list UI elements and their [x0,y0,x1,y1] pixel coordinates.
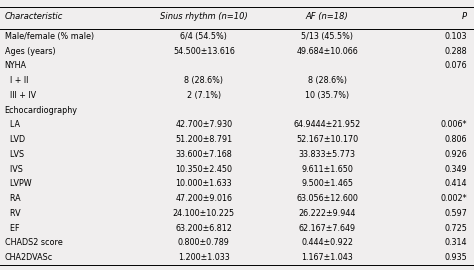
Text: 1.200±1.033: 1.200±1.033 [178,253,230,262]
Text: 33.600±7.168: 33.600±7.168 [175,150,232,159]
Text: 0.288: 0.288 [444,46,467,56]
Text: 5/13 (45.5%): 5/13 (45.5%) [301,32,353,41]
Text: 6/4 (54.5%): 6/4 (54.5%) [181,32,227,41]
Text: 0.806: 0.806 [445,135,467,144]
Text: LA: LA [5,120,20,129]
Text: Characteristic: Characteristic [5,12,63,21]
Text: 24.100±10.225: 24.100±10.225 [173,209,235,218]
Text: 62.167±7.649: 62.167±7.649 [299,224,356,233]
Text: LVPW: LVPW [5,180,31,188]
Text: LVS: LVS [5,150,24,159]
Text: 1.167±1.043: 1.167±1.043 [301,253,353,262]
Text: AF (n=18): AF (n=18) [306,12,348,21]
Text: I + II: I + II [5,76,28,85]
Text: 8 (28.6%): 8 (28.6%) [184,76,223,85]
Text: 8 (28.6%): 8 (28.6%) [308,76,346,85]
Text: 33.833±5.773: 33.833±5.773 [299,150,356,159]
Text: Male/female (% male): Male/female (% male) [5,32,94,41]
Text: 0.002*: 0.002* [440,194,467,203]
Text: 9.611±1.650: 9.611±1.650 [301,165,353,174]
Text: NYHA: NYHA [5,61,27,70]
Text: CHA2DVASc: CHA2DVASc [5,253,53,262]
Text: 0.444±0.922: 0.444±0.922 [301,238,353,248]
Text: 0.414: 0.414 [445,180,467,188]
Text: 52.167±10.170: 52.167±10.170 [296,135,358,144]
Text: 10.000±1.633: 10.000±1.633 [175,180,232,188]
Text: Echocardiography: Echocardiography [5,106,78,114]
Text: 64.9444±21.952: 64.9444±21.952 [293,120,361,129]
Text: 63.056±12.600: 63.056±12.600 [296,194,358,203]
Text: III + IV: III + IV [5,91,36,100]
Text: 42.700±7.930: 42.700±7.930 [175,120,232,129]
Text: 0.103: 0.103 [445,32,467,41]
Text: LVD: LVD [5,135,25,144]
Text: 54.500±13.616: 54.500±13.616 [173,46,235,56]
Text: 49.684±10.066: 49.684±10.066 [296,46,358,56]
Text: EF: EF [5,224,19,233]
Text: 47.200±9.016: 47.200±9.016 [175,194,232,203]
Text: 51.200±8.791: 51.200±8.791 [175,135,232,144]
Text: 0.006*: 0.006* [440,120,467,129]
Text: 10.350±2.450: 10.350±2.450 [175,165,232,174]
Text: 0.349: 0.349 [444,165,467,174]
Text: 0.926: 0.926 [444,150,467,159]
Text: 2 (7.1%): 2 (7.1%) [187,91,221,100]
Text: P: P [462,12,467,21]
Text: 0.800±0.789: 0.800±0.789 [178,238,230,248]
Text: Sinus rhythm (n=10): Sinus rhythm (n=10) [160,12,248,21]
Text: RV: RV [5,209,20,218]
Text: 0.076: 0.076 [444,61,467,70]
Text: 63.200±6.812: 63.200±6.812 [175,224,232,233]
Text: 0.597: 0.597 [444,209,467,218]
Text: 0.935: 0.935 [444,253,467,262]
Text: 26.222±9.944: 26.222±9.944 [298,209,356,218]
Text: 0.314: 0.314 [445,238,467,248]
Text: Ages (years): Ages (years) [5,46,55,56]
Text: IVS: IVS [5,165,23,174]
Text: 10 (35.7%): 10 (35.7%) [305,91,349,100]
Text: CHADS2 score: CHADS2 score [5,238,63,248]
Text: 9.500±1.465: 9.500±1.465 [301,180,353,188]
Text: 0.725: 0.725 [444,224,467,233]
Text: RA: RA [5,194,20,203]
